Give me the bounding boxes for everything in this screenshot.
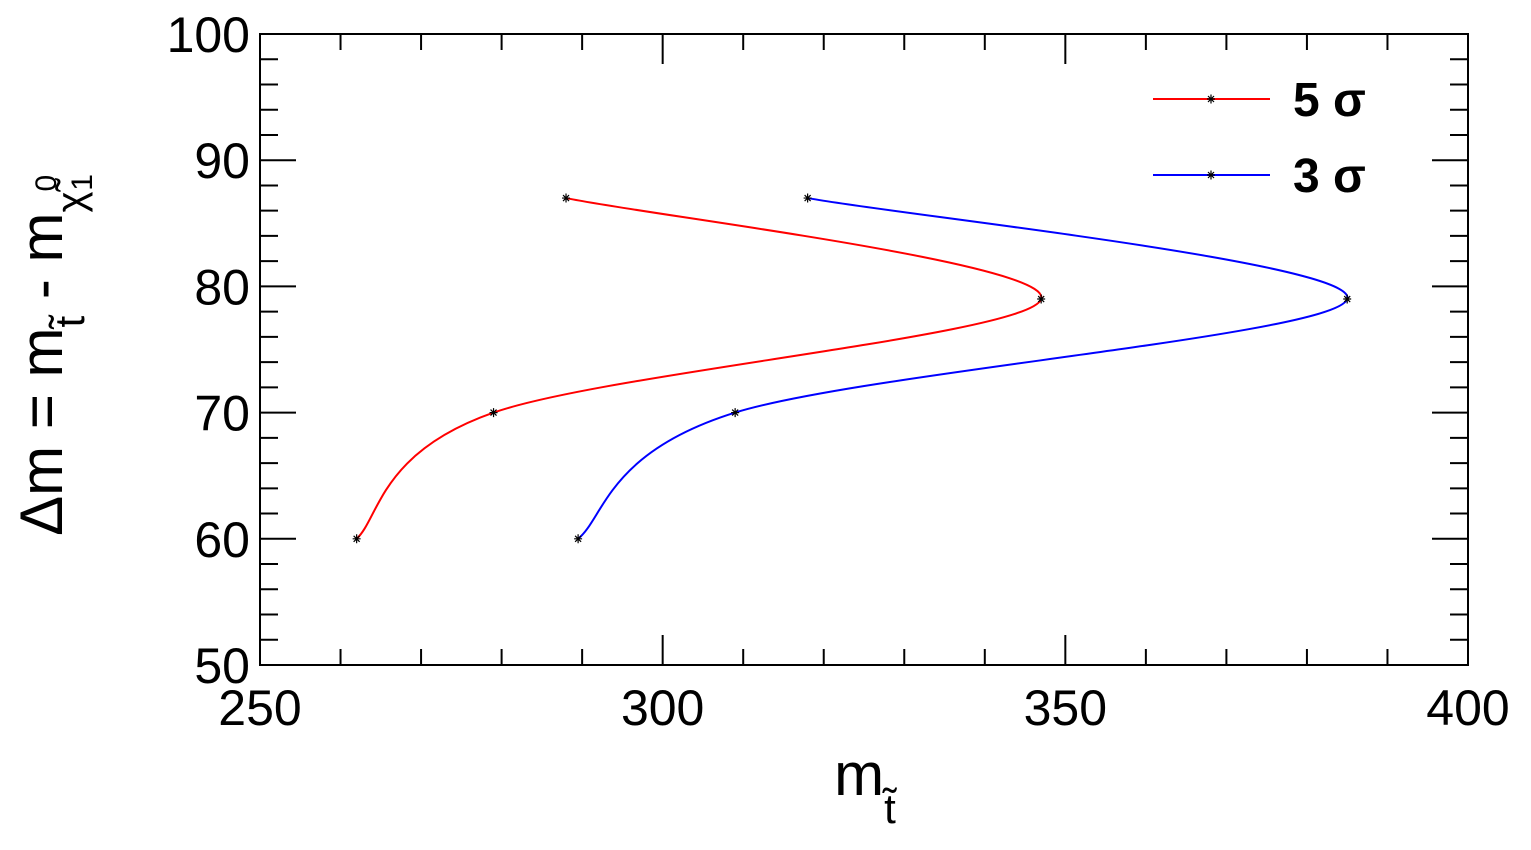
data-point [731, 408, 740, 418]
y-tick-label: 70 [194, 386, 250, 442]
x-tick-label: 300 [621, 680, 704, 736]
y-label-part: Δm = m [8, 327, 75, 535]
series-line [355, 197, 1043, 540]
data-point [352, 534, 361, 544]
y-tick-label: 50 [194, 638, 250, 694]
legend-label: 5 σ [1293, 74, 1366, 127]
data-point [562, 193, 571, 203]
data-point [1037, 294, 1046, 304]
data-point [1343, 294, 1352, 304]
y-tick-label: 100 [167, 7, 250, 63]
y-label-part: - m [8, 212, 75, 315]
x-tick-label: 350 [1024, 680, 1107, 736]
y-label-sup: 0 [30, 175, 63, 192]
x-tick-label: 250 [218, 680, 301, 736]
y-tick-label: 60 [194, 512, 250, 568]
y-tick-label: 80 [194, 259, 250, 315]
data-point [574, 534, 583, 544]
series-line [577, 197, 1349, 540]
y-label-sub: t̃ [46, 314, 93, 330]
x-label-main: m [834, 741, 884, 808]
y-tick-label: 90 [194, 133, 250, 189]
data-point [803, 193, 812, 203]
x-label-sub: t̃ [882, 785, 898, 832]
y-axis-label: Δm = mt̃ - mχ̃0 1 [8, 174, 99, 536]
plot-frame [259, 33, 1469, 666]
legend-marker [1207, 170, 1215, 180]
x-tick-label: 400 [1426, 680, 1509, 736]
y-label-sub: 1 [66, 174, 99, 191]
legend-label: 3 σ [1293, 150, 1366, 203]
data-point [489, 408, 498, 418]
x-axis-label: mt̃ [834, 741, 898, 832]
legend-marker [1207, 94, 1215, 104]
